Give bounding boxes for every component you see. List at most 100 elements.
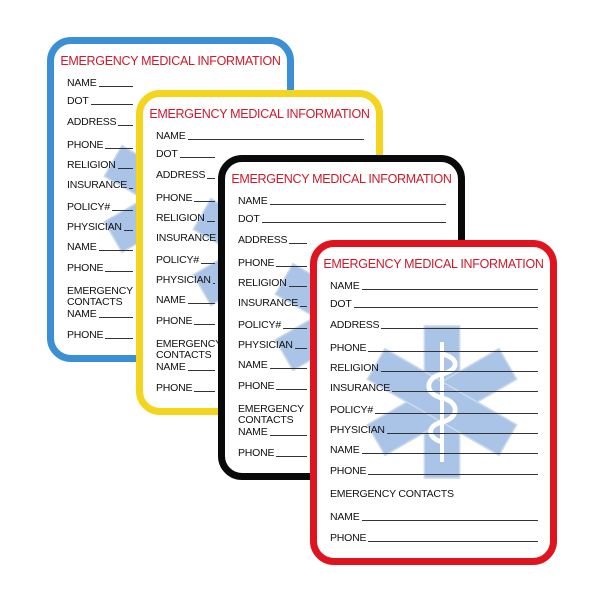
field-line	[381, 328, 538, 329]
field-label: INSURANCE	[156, 232, 217, 244]
field-label: NAME	[156, 361, 186, 373]
field-row: NAME	[67, 242, 133, 253]
field-line	[98, 317, 133, 318]
field-line	[361, 520, 538, 521]
field-line	[187, 139, 364, 140]
field-line	[294, 348, 307, 349]
field-label: PHONE	[330, 532, 367, 544]
field-label: PHONE	[330, 465, 367, 477]
field-line	[118, 125, 133, 126]
field-label: INSURANCE	[238, 297, 299, 309]
field-line	[282, 328, 307, 329]
field-row: ADDRESS	[330, 320, 538, 331]
field-line	[300, 306, 307, 307]
field-label: EMERGENCY CONTACTS	[238, 403, 304, 426]
field-line	[276, 389, 307, 390]
field-row: PHONE	[67, 330, 133, 341]
field-line	[276, 456, 307, 457]
field-row: PHONE	[67, 263, 133, 274]
field-line	[187, 303, 215, 304]
field-row: NAME	[238, 196, 446, 207]
field-line	[200, 263, 215, 264]
field-label: NAME	[238, 426, 268, 438]
field-row: ADDRESS	[238, 235, 307, 246]
field-label: PHYSICIAN	[330, 424, 385, 436]
field-row: DOT	[156, 149, 215, 160]
field-row: POLICY#	[238, 320, 307, 331]
field-label: POLICY#	[330, 404, 373, 416]
card-title: EMERGENCY MEDICAL INFORMATION	[149, 107, 370, 121]
field-line	[194, 391, 215, 392]
field-row: RELIGION	[330, 363, 538, 374]
field-row: INSURANCE	[156, 232, 217, 244]
field-row: NAME	[67, 78, 133, 89]
field-row: PHONE	[330, 343, 538, 354]
field-label: PHONE	[67, 329, 104, 341]
field-row: PHYSICIAN	[67, 222, 133, 233]
field-label: ADDRESS	[67, 116, 117, 128]
field-label: RELIGION	[156, 212, 205, 224]
field-row: NAME	[156, 295, 215, 306]
field-row: NAME	[238, 427, 307, 438]
field-line	[288, 286, 307, 287]
field-label: PHONE	[238, 447, 275, 459]
field-line	[269, 435, 307, 436]
field-line	[212, 283, 215, 284]
field-row: RELIGION	[156, 213, 215, 224]
field-line	[207, 178, 215, 179]
field-row: PHONE	[156, 316, 215, 327]
field-label: POLICY#	[67, 201, 110, 213]
field-row: PHONE	[67, 140, 133, 151]
field-line	[353, 307, 538, 308]
field-row: EMERGENCY CONTACTS	[330, 489, 538, 500]
field-row: NAME	[156, 362, 215, 373]
field-line	[187, 370, 215, 371]
field-label: PHYSICIAN	[67, 221, 122, 233]
field-label: NAME	[156, 294, 186, 306]
field-label: NAME	[238, 359, 268, 371]
field-line	[194, 324, 215, 325]
field-label: DOT	[330, 298, 352, 310]
field-label: PHYSICIAN	[238, 339, 293, 351]
field-line	[105, 148, 133, 149]
field-label: PHONE	[67, 262, 104, 274]
field-label: DOT	[238, 213, 260, 225]
field-row: NAME	[330, 445, 538, 456]
field-line	[194, 201, 215, 202]
field-row: PHONE	[330, 466, 538, 477]
field-line	[276, 266, 307, 267]
field-row: DOT	[330, 299, 538, 310]
medical-info-card-red: EMERGENCY MEDICAL INFORMATION NAME DOT ADDR…	[310, 240, 557, 565]
field-label: PHONE	[67, 139, 104, 151]
field-label: NAME	[67, 308, 97, 320]
field-label: ADDRESS	[156, 169, 206, 181]
field-label: PHONE	[238, 380, 275, 392]
field-line	[374, 413, 538, 414]
field-row: POLICY#	[67, 202, 133, 213]
field-label: DOT	[156, 148, 178, 160]
field-label: INSURANCE	[67, 179, 128, 191]
field-row: EMERGENCY CONTACTS	[67, 286, 133, 308]
field-line	[269, 204, 446, 205]
card-title: EMERGENCY MEDICAL INFORMATION	[323, 257, 544, 271]
field-line	[98, 86, 133, 87]
field-row: ADDRESS	[156, 170, 215, 181]
field-row: NAME	[330, 512, 538, 523]
field-line	[269, 368, 307, 369]
field-row: PHYSICIAN	[330, 425, 538, 436]
field-row: NAME	[156, 131, 364, 142]
card-title: EMERGENCY MEDICAL INFORMATION	[231, 172, 452, 186]
field-row: ADDRESS	[67, 117, 133, 128]
field-row: PHONE	[156, 383, 215, 394]
field-label: ADDRESS	[238, 234, 288, 246]
field-label: POLICY#	[238, 319, 281, 331]
field-row: NAME	[238, 360, 307, 371]
field-row: EMERGENCY CONTACTS	[238, 404, 307, 426]
field-line	[117, 168, 133, 169]
field-line	[179, 157, 215, 158]
field-line	[123, 230, 133, 231]
field-line	[90, 104, 133, 105]
field-row: POLICY#	[330, 405, 538, 416]
field-label: RELIGION	[238, 277, 287, 289]
field-row: EMERGENCY CONTACTS	[156, 339, 222, 361]
